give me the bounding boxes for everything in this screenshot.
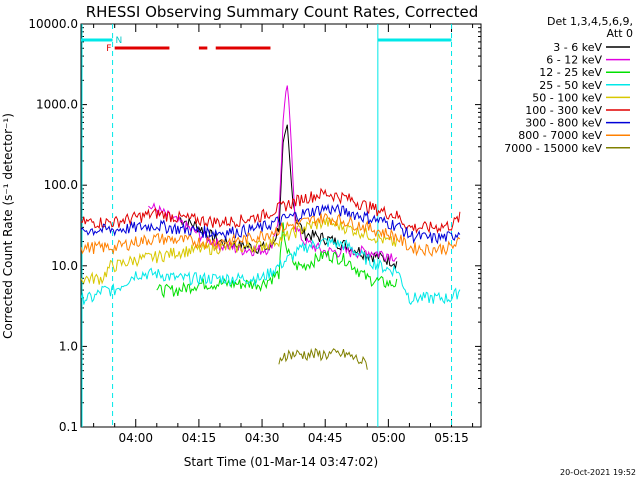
flag-label-f: F [106, 44, 111, 54]
series-line-2 [156, 222, 398, 299]
plot-frame [80, 23, 482, 428]
series-line-7 [81, 213, 461, 257]
y-axis-label: Corrected Count Rate (s⁻¹ detector⁻¹) [1, 113, 15, 339]
x-tick-label: 04:45 [308, 431, 343, 445]
y-tick-label: 100.0 [44, 178, 78, 192]
legend-entry: 6 - 12 keV [546, 54, 602, 67]
legend-entry: 3 - 6 keV [553, 41, 602, 54]
plot-area: FN [81, 24, 461, 427]
x-tick-label: 04:15 [182, 431, 217, 445]
x-tick-label: 04:00 [118, 431, 153, 445]
series-line-0 [177, 124, 398, 271]
legend-entry: 100 - 300 keV [525, 104, 602, 117]
legend-entry: 7000 - 15000 keV [504, 142, 602, 155]
x-tick-label: 05:00 [371, 431, 406, 445]
legend-entry: 800 - 7000 keV [518, 129, 602, 142]
legend-entry: 25 - 50 keV [539, 79, 602, 92]
series-line-3 [81, 237, 461, 306]
series-line-5 [81, 187, 461, 234]
y-tick-label: 10000.0 [28, 17, 78, 31]
x-tick-label: 05:15 [434, 431, 469, 445]
series-line-6 [81, 203, 461, 245]
y-tick-label: 10.0 [51, 259, 78, 273]
series-line-4 [81, 216, 398, 285]
chart-title: RHESSI Observing Summary Count Rates, Co… [86, 3, 479, 21]
flag-label-n: N [116, 36, 123, 46]
legend-header: Att 0 [607, 27, 633, 40]
legend-entry: 300 - 800 keV [525, 117, 602, 130]
y-tick-label: 1.0 [59, 339, 78, 353]
y-tick-label: 1000.0 [36, 98, 78, 112]
x-tick-label: 04:30 [245, 431, 280, 445]
x-axis: 04:00 04:15 04:30 04:45 05:00 05:15 [93, 24, 474, 445]
footer-date: 20-Oct-2021 19:52 [560, 468, 636, 477]
y-axis: 0.1 1.0 10.0 100.0 1000.0 10000.0 [28, 17, 481, 434]
legend-entry: 12 - 25 keV [539, 66, 602, 79]
legend-entry: 50 - 100 keV [532, 91, 602, 104]
series-line-8 [278, 347, 368, 370]
legend-header: Det 1,3,4,5,6,9, [547, 15, 633, 28]
y-tick-label: 0.1 [59, 420, 78, 434]
x-axis-label: Start Time (01-Mar-14 03:47:02) [184, 455, 378, 469]
